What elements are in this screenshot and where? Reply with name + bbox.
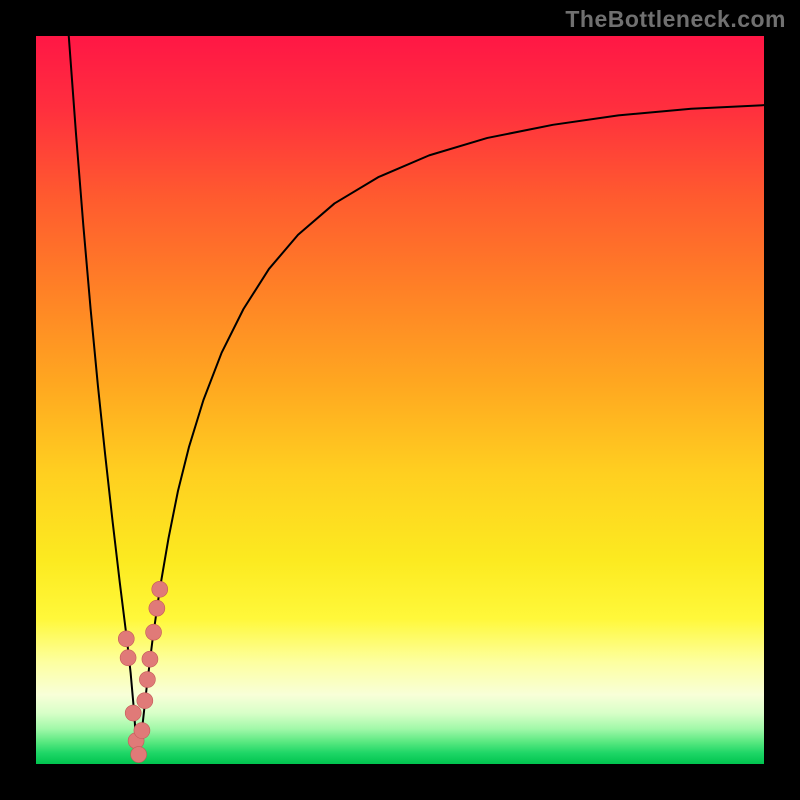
data-marker: [146, 624, 162, 640]
data-marker: [137, 693, 153, 709]
data-marker: [118, 631, 134, 647]
data-marker: [134, 723, 150, 739]
data-marker: [131, 747, 147, 763]
data-marker: [152, 581, 168, 597]
data-marker: [139, 672, 155, 688]
chart-svg: [36, 36, 764, 764]
data-marker: [120, 650, 136, 666]
watermark-text: TheBottleneck.com: [565, 6, 786, 33]
data-marker: [125, 705, 141, 721]
plot-area: [36, 36, 764, 764]
data-marker: [142, 651, 158, 667]
data-marker: [149, 600, 165, 616]
